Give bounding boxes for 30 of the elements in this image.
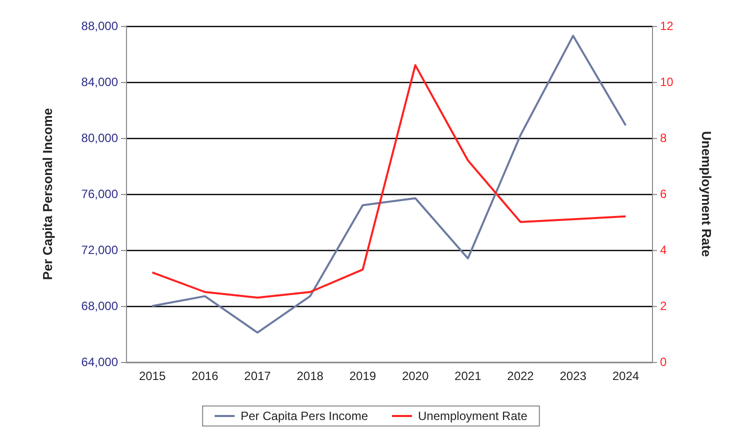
x-tick-label: 2024	[612, 369, 640, 383]
y2-tick-label: 12	[660, 19, 674, 33]
y-tick-label: 80,000	[81, 131, 118, 145]
y-tick-label: 76,000	[81, 187, 118, 201]
x-tick-label: 2017	[244, 369, 272, 383]
x-tick-label: 2019	[349, 369, 376, 383]
y2-tick-label: 0	[660, 355, 667, 369]
y-tick-label: 88,000	[81, 19, 118, 33]
x-tick-label: 2020	[402, 369, 429, 383]
legend-label: Unemployment Rate	[418, 409, 528, 423]
x-tick-label: 2022	[507, 369, 534, 383]
x-tick-label: 2015	[138, 369, 166, 383]
x-tick-label: 2023	[560, 369, 587, 383]
y-axis-title: Per Capita Personal Income	[40, 108, 55, 280]
y2-tick-label: 10	[660, 75, 674, 89]
line-series	[151, 64, 627, 299]
x-tick-label: 2021	[454, 369, 482, 383]
y-tick-label: 84,000	[81, 75, 118, 89]
y-tick-label: 64,000	[81, 355, 118, 369]
line-series	[151, 34, 627, 334]
y2-tick-label: 6	[660, 187, 667, 201]
y2-tick-label: 8	[660, 131, 667, 145]
x-tick-label: 2016	[192, 369, 219, 383]
y-tick-label: 68,000	[81, 299, 118, 313]
y2-axis-title: Unemployment Rate	[699, 131, 714, 257]
y2-tick-label: 2	[660, 299, 667, 313]
legend-label: Per Capita Pers Income	[240, 409, 368, 423]
y2-tick-label: 4	[660, 243, 667, 257]
y-tick-label: 72,000	[81, 243, 118, 257]
x-tick-label: 2018	[296, 369, 324, 383]
